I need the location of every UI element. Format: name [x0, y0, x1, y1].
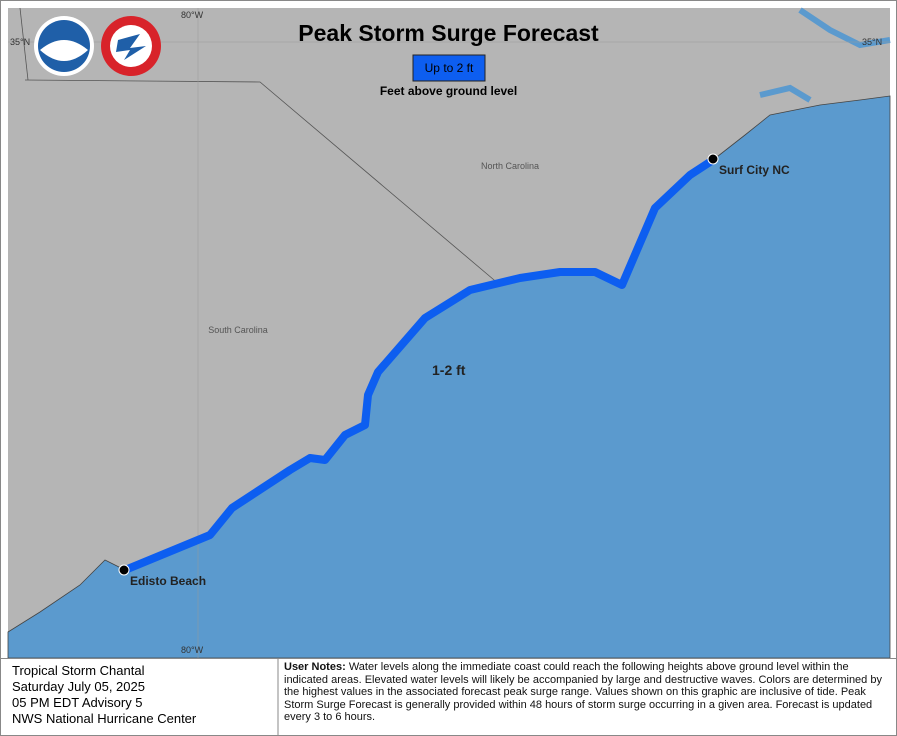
region-label: North Carolina [480, 161, 540, 171]
state-border [19, 7, 29, 81]
legend-swatch [412, 54, 486, 82]
grid-label: 80°W [181, 10, 204, 20]
surge-line [123, 156, 716, 574]
user-notes: User Notes: Water levels along the immed… [284, 659, 884, 724]
surge-label: 1-2 ft [432, 362, 466, 378]
location-dot [118, 564, 130, 576]
info-line: 05 PM EDT Advisory 5 [12, 695, 143, 710]
title: Peak Storm Surge Forecast [298, 20, 599, 46]
legend-caption: Feet above ground level [379, 84, 518, 98]
notes-text: Water levels along the immediate coast c… [284, 661, 882, 723]
noaa-bird [40, 40, 88, 61]
grid-label: 80°W [181, 645, 204, 655]
storm-info: Tropical Storm Chantal Saturday July 05,… [8, 659, 274, 733]
nws-bolt [116, 34, 146, 60]
legend-label: Up to 2 ft [424, 61, 474, 75]
info-line: NWS National Hurricane Center [12, 711, 197, 726]
info-line: Tropical Storm Chantal [12, 663, 145, 678]
grid-label: 35°N [862, 37, 883, 47]
grid-label: 35°N [10, 37, 31, 47]
footer [0, 658, 897, 736]
notes-label: User Notes: [284, 661, 346, 673]
region-label: South Carolina [208, 325, 268, 335]
location-label: Edisto Beach [130, 574, 207, 588]
location-label: Surf City NC [719, 163, 790, 177]
location-dot [707, 153, 719, 165]
state-border [24, 79, 501, 286]
sound [759, 7, 891, 103]
info-line: Saturday July 05, 2025 [12, 679, 145, 694]
